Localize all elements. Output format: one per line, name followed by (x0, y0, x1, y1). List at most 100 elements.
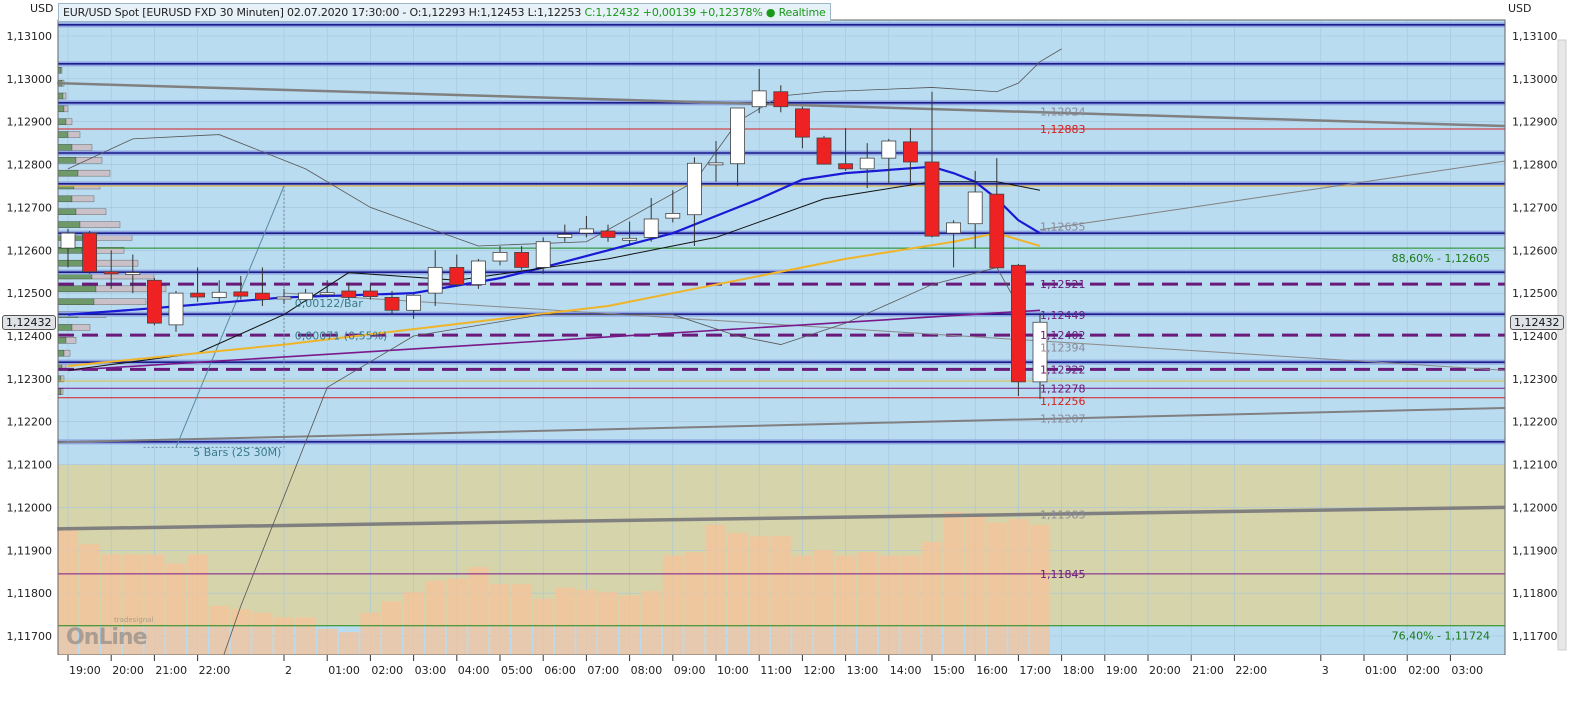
candle-up (730, 107, 745, 165)
current-price-badge-left: 1,12432 (2, 315, 56, 330)
price-tick-left: 1,11900 (7, 544, 53, 557)
instrument-info: EUR/USD Spot [EURUSD FXD 30 Minuten] 02.… (63, 6, 582, 19)
volume-bar (79, 544, 100, 655)
volume-profile-bar-buy (57, 169, 79, 177)
price-level-label: 1,12322 (1040, 363, 1086, 376)
volume-profile-bar-sell (65, 337, 77, 344)
time-tick-label: 18:00 (1063, 664, 1095, 677)
volume-profile-bar-sell (75, 208, 107, 215)
price-tick-left: 1,13000 (7, 73, 53, 86)
price-tick-right: 1,12100 (1512, 459, 1558, 472)
volume-profile-bar-buy (57, 285, 97, 293)
time-tick-label: 20:00 (1149, 664, 1181, 677)
trend-line (283, 292, 1505, 371)
price-tick-left: 1,12800 (7, 159, 53, 172)
volume-bar (749, 536, 770, 655)
price-level-label: 1,12207 (1040, 413, 1086, 426)
volume-bar (446, 578, 467, 655)
volume-bar (101, 554, 122, 655)
price-level-label: 1,11845 (1040, 568, 1086, 581)
volume-bar (295, 617, 316, 655)
price-tick-right: 1,12500 (1512, 287, 1558, 300)
candle-down (989, 193, 1005, 269)
volume-bar (792, 555, 813, 655)
candle-up (967, 191, 983, 225)
volume-profile-bar-sell (77, 169, 111, 177)
volume-profile-bar-sell (95, 285, 167, 293)
candle-down (233, 291, 249, 297)
time-tick-label: 16:00 (976, 664, 1008, 677)
price-tick-left: 1,11800 (7, 587, 53, 600)
candle-down (773, 91, 789, 108)
volume-bar (598, 592, 618, 655)
candle-up (60, 232, 76, 249)
time-tick-label: 3 (1322, 664, 1329, 677)
candle-down (384, 297, 400, 311)
price-level-label: 1,12883 (1040, 123, 1086, 136)
price-tick-right: 1,12900 (1512, 116, 1558, 129)
time-tick-label: 02:00 (371, 664, 403, 677)
price-tick-left: 1,12500 (7, 287, 53, 300)
volume-bar (727, 532, 748, 655)
volume-bar (511, 584, 532, 655)
time-tick-label: 04:00 (458, 664, 490, 677)
price-level-label: 1,12256 (1040, 395, 1086, 408)
volume-bar (900, 555, 921, 655)
trend-line (57, 406, 1505, 444)
candle-down (816, 137, 832, 165)
volume-profile-bar-buy (57, 349, 65, 357)
price-level-label: 1,12394 (1040, 342, 1086, 355)
time-tick-label: 01:00 (1365, 664, 1397, 677)
candle-down (838, 163, 853, 170)
price-tick-left: 1,12700 (7, 201, 53, 214)
candle-up (298, 292, 314, 300)
time-tick-label: 13:00 (847, 664, 879, 677)
volume-bar (490, 584, 510, 655)
volume-bar (360, 612, 381, 655)
drawing-annotation: 5 Bars (2S 30M) (193, 446, 281, 459)
time-tick-label: 14:00 (890, 664, 922, 677)
candle-down (103, 271, 119, 275)
price-tick-left: 1,12000 (7, 501, 53, 514)
candle-up (751, 90, 767, 108)
price-tick-left: 1,12900 (7, 116, 53, 129)
price-tick-left: 1,12100 (7, 459, 53, 472)
volume-bar (554, 587, 575, 655)
volume-profile-bar-buy (57, 324, 73, 331)
price-tick-right: 1,13000 (1512, 73, 1558, 86)
volume-profile-bar-sell (71, 324, 91, 331)
vertical-scrollbar[interactable] (1557, 39, 1567, 651)
candle-down (514, 252, 529, 268)
candle-up (211, 291, 227, 298)
volume-bar (144, 554, 165, 655)
volume-profile-bar-buy (57, 195, 73, 203)
time-tick-label: 08:00 (631, 664, 663, 677)
volume-profile-bar-sell (67, 131, 81, 138)
volume-profile-bar-sell (75, 157, 103, 164)
time-tick-label: 11:00 (760, 664, 792, 677)
candle-up (579, 228, 594, 234)
volume-bar (835, 555, 856, 655)
price-tick-right: 1,12700 (1512, 201, 1558, 214)
volume-profile-bar-sell (81, 247, 125, 254)
candle-down (254, 292, 270, 300)
volume-profile-bar-buy (57, 118, 67, 125)
candle-down (146, 279, 162, 324)
price-tick-left: 1,12600 (7, 244, 53, 257)
price-level-label: 1,12449 (1040, 309, 1086, 322)
time-tick-label: 07:00 (587, 664, 619, 677)
price-tick-right: 1,12600 (1512, 244, 1558, 257)
price-tick-right: 1,12000 (1512, 501, 1558, 514)
volume-bar (576, 589, 597, 655)
volume-bar (1030, 524, 1050, 655)
candle-up (492, 252, 508, 262)
price-tick-right: 1,12400 (1512, 330, 1558, 343)
volume-bar (382, 601, 402, 655)
candle-up (946, 222, 961, 234)
volume-bar (1008, 519, 1029, 655)
time-tick-label: 05:00 (501, 664, 533, 677)
time-tick-label: 22:00 (1235, 664, 1267, 677)
time-tick-label: 21:00 (155, 664, 187, 677)
candle-up (319, 292, 335, 296)
